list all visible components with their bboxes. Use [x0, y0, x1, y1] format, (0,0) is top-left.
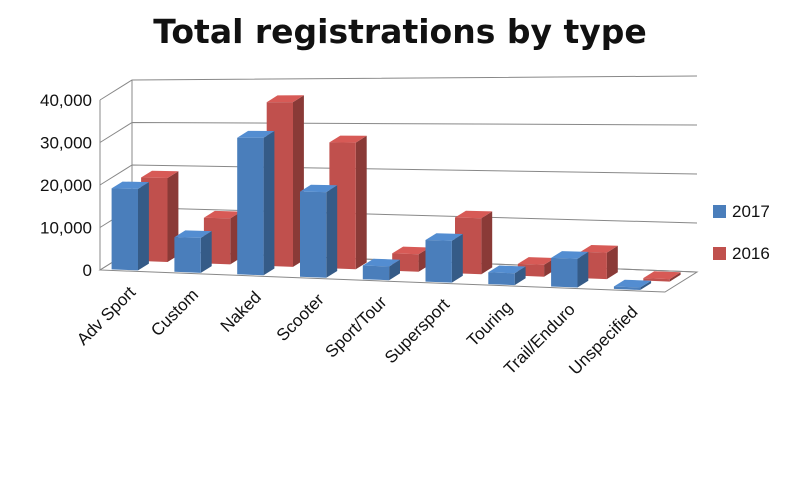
legend-swatch-2017: [713, 205, 726, 218]
x-tick-label: Naked: [217, 288, 265, 336]
bar-2017-scooter: [300, 184, 338, 278]
bar-2016-custom-top: [203, 210, 242, 219]
bar-2017-sport-tour-front: [362, 265, 390, 281]
bar-2017-scooter-top: [300, 184, 338, 193]
x-tick-label: Touring: [463, 297, 516, 350]
x-tick-label: Supersport: [381, 295, 453, 367]
bar-2017-touring-side: [514, 266, 526, 286]
bar-2016-unspecified-side: [669, 272, 681, 282]
gridline-2: [99, 164, 698, 186]
x-tick-label: Adv Sport: [73, 283, 139, 349]
bar-2017-naked-top: [237, 130, 275, 138]
bar-2017-custom-front: [174, 237, 201, 273]
bar-2016-scooter-top: [329, 135, 367, 143]
legend-label-2016: 2016: [732, 244, 770, 263]
bar-2016-sport-tour-top: [392, 246, 430, 255]
bar-2016-unspecified: [643, 271, 681, 282]
bar-2017-custom-top: [174, 230, 212, 238]
bar-2017-adv-sport-side: [138, 182, 149, 271]
y-tick-label: 40,000: [40, 91, 92, 110]
bar-2016-adv-sport-top: [141, 170, 179, 178]
bar-2017-sport-tour: [362, 258, 400, 281]
bar-2017-scooter-front: [300, 191, 327, 278]
bar-2017-sport-tour-side: [389, 259, 400, 281]
y-tick-label: 10,000: [40, 219, 92, 238]
bar-2017-touring-top: [488, 265, 526, 274]
bar-2016-trail-enduro-top: [580, 245, 618, 253]
chart-bars: [111, 95, 681, 290]
gridline-4: [99, 75, 698, 101]
bar-2016-touring-top: [517, 257, 555, 265]
bar-2017-trail-enduro: [551, 251, 589, 288]
bar-2017-naked-front: [237, 137, 264, 276]
legend-label-2017: 2017: [732, 202, 770, 221]
x-tick-label: Custom: [147, 285, 202, 340]
y-tick-label: 20,000: [40, 176, 92, 195]
bar-2016-supersport-side: [481, 211, 493, 275]
x-tick-label: Scooter: [273, 290, 328, 345]
bar-2016-supersport-top: [455, 210, 493, 219]
y-tick-label: 0: [83, 261, 92, 280]
bar-2017-supersport-side: [451, 234, 463, 283]
bar-2017-supersport: [425, 233, 463, 283]
bar-2017-unspecified-front: [613, 286, 641, 290]
bar-2017-adv-sport: [111, 181, 149, 271]
x-tick-label: Sport/Tour: [322, 292, 391, 361]
bar-2017-sport-tour-top: [362, 258, 400, 267]
bar-2017-unspecified-top: [613, 279, 652, 288]
y-tick-label: 30,000: [40, 134, 92, 153]
bar-2017-unspecified: [613, 279, 652, 290]
chart-title: Total registrations by type: [153, 12, 647, 51]
gridline-3: [99, 121, 698, 143]
bar-2017-trail-enduro-front: [551, 257, 578, 288]
bar-2017-touring-front: [488, 272, 515, 286]
bar-2017-supersport-front: [425, 240, 452, 283]
bar-2017-trail-enduro-side: [577, 251, 589, 288]
bar-2017-adv-sport-front: [111, 188, 138, 271]
bar-2016-scooter-side: [355, 135, 367, 270]
bar-2017-naked-side: [263, 131, 275, 276]
bar-2017-custom: [174, 230, 212, 273]
bar-2016-naked-top: [266, 95, 304, 103]
legend-swatch-2016: [713, 247, 726, 260]
bar-2017-scooter-side: [326, 185, 338, 278]
bar-2017-naked: [237, 130, 275, 276]
bar-2017-supersport-top: [425, 233, 463, 241]
bar-2016-trail-enduro-side: [606, 245, 618, 280]
bar-2017-unspecified-side: [640, 280, 652, 290]
bar-2017-custom-side: [200, 231, 212, 273]
bar-2017-touring: [488, 265, 526, 286]
bar-2016-unspecified-top: [643, 271, 681, 280]
gridline-1: [99, 206, 698, 228]
bar-2017-trail-enduro-top: [551, 251, 589, 259]
bar-2017-adv-sport-top: [111, 181, 149, 189]
